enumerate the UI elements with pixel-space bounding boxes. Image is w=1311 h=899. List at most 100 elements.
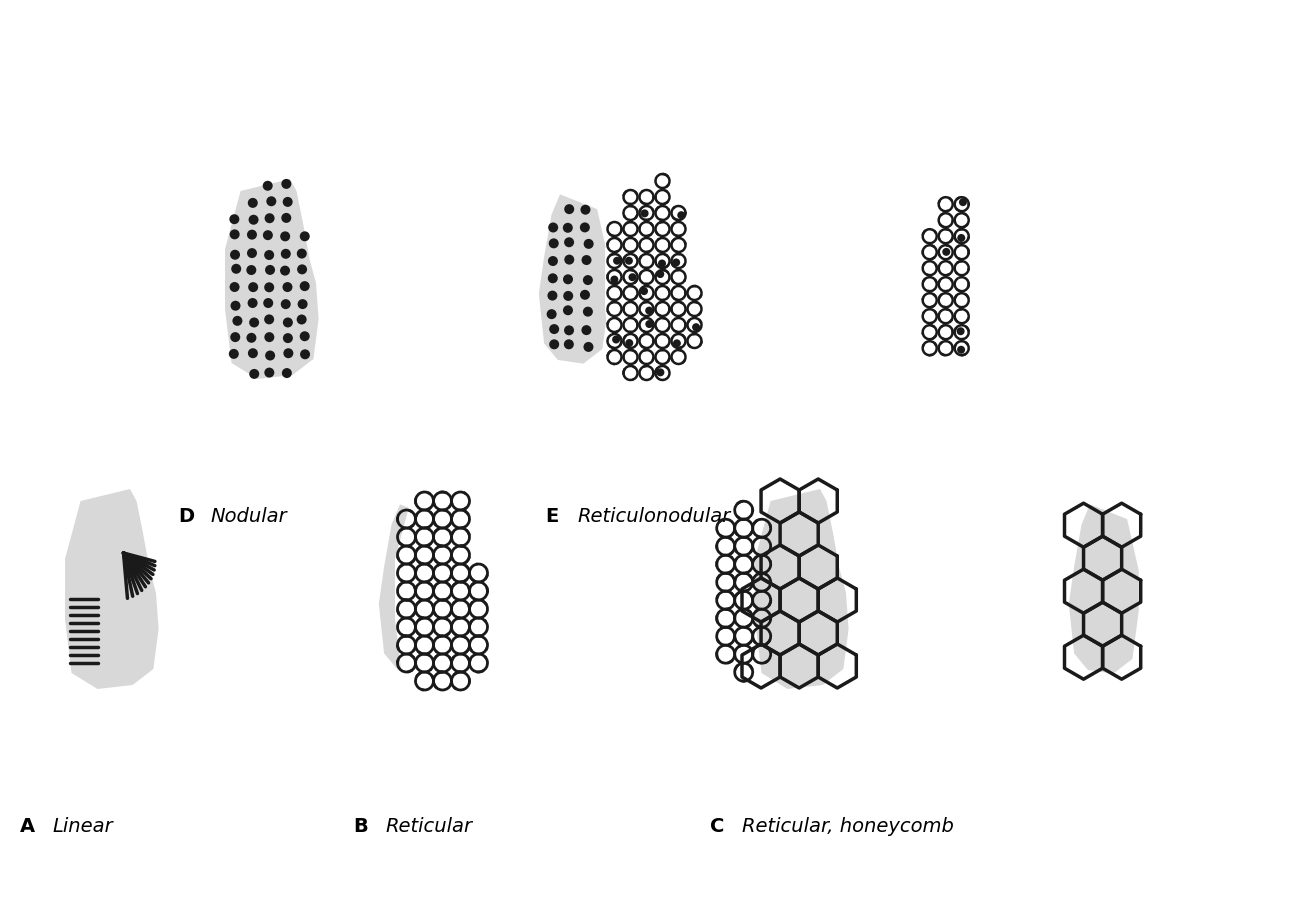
Circle shape xyxy=(249,369,260,378)
Circle shape xyxy=(298,264,307,274)
Circle shape xyxy=(229,349,239,359)
Circle shape xyxy=(583,275,593,285)
Circle shape xyxy=(265,351,275,360)
Circle shape xyxy=(564,204,574,214)
Text: Reticular, honeycomb: Reticular, honeycomb xyxy=(742,817,954,836)
Circle shape xyxy=(579,222,590,233)
Circle shape xyxy=(246,248,257,258)
Circle shape xyxy=(265,213,274,223)
Circle shape xyxy=(282,179,291,189)
Polygon shape xyxy=(709,504,779,673)
Circle shape xyxy=(625,339,633,347)
Circle shape xyxy=(673,339,680,347)
Circle shape xyxy=(249,317,260,327)
Circle shape xyxy=(246,229,257,240)
Polygon shape xyxy=(1068,504,1139,673)
Circle shape xyxy=(582,325,591,335)
Circle shape xyxy=(564,237,574,247)
Circle shape xyxy=(282,368,292,378)
Text: Linear: Linear xyxy=(52,817,113,836)
Circle shape xyxy=(957,327,965,335)
Circle shape xyxy=(673,258,680,266)
Circle shape xyxy=(264,315,274,325)
Circle shape xyxy=(548,256,558,266)
Circle shape xyxy=(564,339,574,350)
Circle shape xyxy=(957,234,965,242)
Circle shape xyxy=(300,281,309,291)
Circle shape xyxy=(564,325,574,335)
Circle shape xyxy=(614,257,621,264)
Circle shape xyxy=(958,198,968,206)
Circle shape xyxy=(264,250,274,260)
Circle shape xyxy=(692,323,700,331)
Circle shape xyxy=(641,209,649,218)
Circle shape xyxy=(248,348,258,358)
Circle shape xyxy=(583,239,594,249)
Circle shape xyxy=(262,181,273,191)
Circle shape xyxy=(298,299,308,309)
Polygon shape xyxy=(379,504,448,673)
Circle shape xyxy=(265,368,274,378)
Circle shape xyxy=(283,334,292,343)
Circle shape xyxy=(282,213,291,223)
Circle shape xyxy=(264,298,273,308)
Circle shape xyxy=(583,307,593,316)
Circle shape xyxy=(943,248,950,256)
Circle shape xyxy=(657,369,665,377)
Circle shape xyxy=(281,231,290,241)
Circle shape xyxy=(564,254,574,264)
Text: Nodular: Nodular xyxy=(210,507,287,526)
Circle shape xyxy=(957,346,965,353)
Circle shape xyxy=(265,282,274,292)
Text: C: C xyxy=(711,817,725,836)
Circle shape xyxy=(246,265,257,275)
Circle shape xyxy=(579,289,590,299)
Text: D: D xyxy=(178,507,194,526)
Circle shape xyxy=(300,331,309,342)
Circle shape xyxy=(283,348,294,358)
Circle shape xyxy=(657,270,665,278)
Circle shape xyxy=(296,248,307,259)
Circle shape xyxy=(246,333,257,343)
Circle shape xyxy=(611,275,619,283)
Circle shape xyxy=(549,339,560,350)
Circle shape xyxy=(300,231,309,241)
Circle shape xyxy=(564,291,573,301)
Circle shape xyxy=(548,273,557,283)
Circle shape xyxy=(282,282,292,292)
Polygon shape xyxy=(395,489,489,689)
Circle shape xyxy=(265,265,275,275)
Circle shape xyxy=(549,324,560,334)
Circle shape xyxy=(281,299,291,309)
Circle shape xyxy=(625,257,633,264)
Circle shape xyxy=(283,197,292,207)
Circle shape xyxy=(248,282,258,292)
Circle shape xyxy=(229,250,240,260)
Circle shape xyxy=(562,274,573,284)
Circle shape xyxy=(581,205,590,215)
Circle shape xyxy=(264,230,273,240)
Text: E: E xyxy=(545,507,558,526)
Polygon shape xyxy=(539,194,608,363)
Text: B: B xyxy=(353,817,368,836)
Circle shape xyxy=(283,317,292,327)
Circle shape xyxy=(658,260,666,268)
Circle shape xyxy=(583,342,594,352)
Circle shape xyxy=(231,300,240,311)
Circle shape xyxy=(265,332,274,343)
Circle shape xyxy=(300,350,309,360)
Circle shape xyxy=(562,223,573,233)
Circle shape xyxy=(548,290,557,300)
Text: Reticular: Reticular xyxy=(385,817,472,836)
Polygon shape xyxy=(604,179,699,379)
Circle shape xyxy=(281,249,291,259)
Circle shape xyxy=(628,273,636,281)
Circle shape xyxy=(231,263,241,274)
Circle shape xyxy=(645,307,653,315)
Circle shape xyxy=(612,335,620,343)
Circle shape xyxy=(231,332,240,343)
Circle shape xyxy=(548,222,558,233)
Circle shape xyxy=(249,215,258,225)
Text: Reticulonodular: Reticulonodular xyxy=(577,507,730,526)
Circle shape xyxy=(229,282,240,292)
